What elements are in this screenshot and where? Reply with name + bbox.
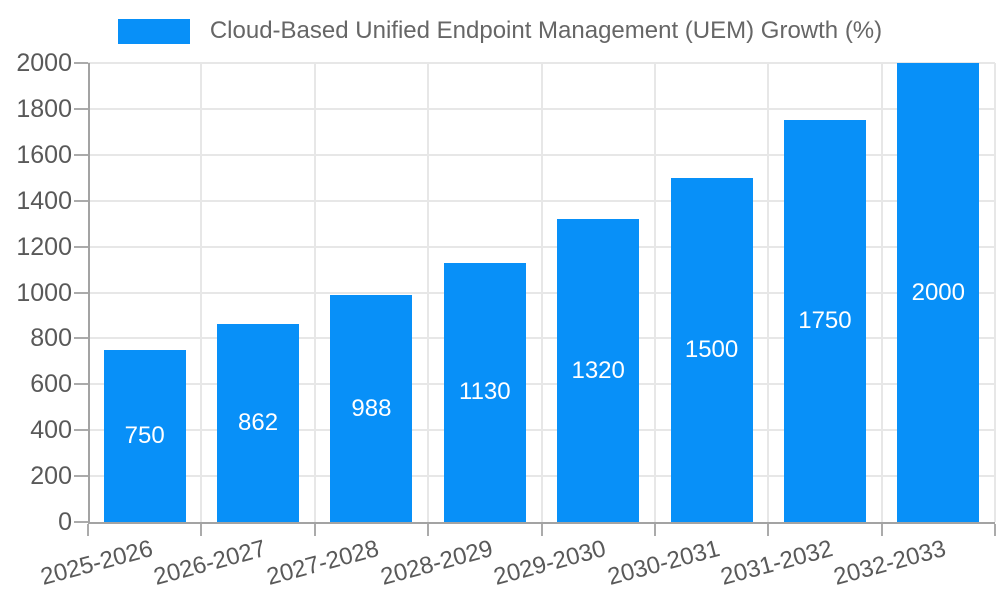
x-axis-label: 2027-2028 [264,535,383,591]
legend-item[interactable]: Cloud-Based Unified Endpoint Management … [0,17,1000,45]
x-axis-tick [200,524,203,536]
x-axis-tick [87,524,89,536]
gridline-vertical [427,63,430,522]
y-axis-tick [74,199,88,202]
y-axis-label: 200 [30,462,72,491]
y-axis-tick [74,429,88,432]
bar[interactable]: 862 [217,324,300,522]
x-axis-tick [313,524,316,536]
bar-value-label: 2000 [911,278,965,306]
x-axis-label: 2030-2031 [604,535,723,591]
x-axis-label: 2026-2027 [150,535,269,591]
bar-value-label: 1500 [684,335,739,363]
y-axis-tick [74,337,88,340]
bar[interactable]: 1750 [783,120,866,522]
bar[interactable]: 1500 [670,177,753,522]
y-axis-line [88,63,90,524]
y-axis-tick [74,383,88,386]
bar[interactable]: 2000 [897,63,980,522]
bar-value-label: 1130 [459,378,511,406]
legend-label: Cloud-Based Unified Endpoint Management … [209,17,883,44]
gridline-vertical [880,63,883,522]
y-axis-tick [74,475,88,478]
x-axis-tick [767,524,770,536]
bar[interactable]: 1130 [443,262,526,522]
x-axis-label: 2025-2026 [37,535,156,591]
bar-value-label: 1750 [798,307,852,335]
gridline-vertical [994,63,996,522]
x-axis-tick [427,524,430,536]
gridline-vertical [653,63,656,522]
bar-value-label: 750 [124,421,165,449]
y-axis-label: 800 [30,324,72,353]
plot-area: 750 862 988 1130 1320 1500 1750 2000 [74,62,996,536]
y-axis-label: 2000 [16,49,72,77]
x-axis-line [88,522,995,524]
y-axis-label: 1200 [16,232,72,261]
y-axis-tick [74,245,88,248]
x-axis-tick [994,524,996,536]
x-axis-label: 2031-2032 [717,535,836,591]
y-axis-tick [74,153,88,156]
y-axis-tick [74,107,88,110]
bar[interactable]: 1320 [557,219,640,522]
bar-value-label: 988 [351,394,392,422]
y-axis-label: 1400 [16,186,72,215]
y-axis-tick [74,62,88,64]
y-axis-tick [74,291,88,294]
gridline-vertical [313,63,316,522]
gridline-vertical [540,63,543,522]
legend-swatch [117,18,190,44]
bar[interactable]: 750 [103,349,186,522]
x-axis-tick [880,524,883,536]
y-axis-label: 0 [58,508,72,536]
bar-value-label: 1320 [571,356,625,384]
x-axis-tick [653,524,656,536]
y-axis-label: 1600 [16,140,72,169]
x-axis-label: 2028-2029 [377,535,496,591]
y-axis-label: 600 [30,370,72,399]
y-axis-label: 1800 [16,94,72,123]
y-axis-label: 400 [30,416,72,445]
gridline-vertical [767,63,770,522]
y-axis-label: 1000 [16,278,72,307]
gridline-vertical [200,63,203,522]
y-axis-tick [74,521,88,523]
x-axis-label: 2029-2030 [491,535,609,591]
bar-value-label: 862 [238,409,279,437]
x-axis-label: 2032-2033 [831,535,950,591]
bar[interactable]: 988 [330,295,413,522]
x-axis-tick [540,524,543,536]
